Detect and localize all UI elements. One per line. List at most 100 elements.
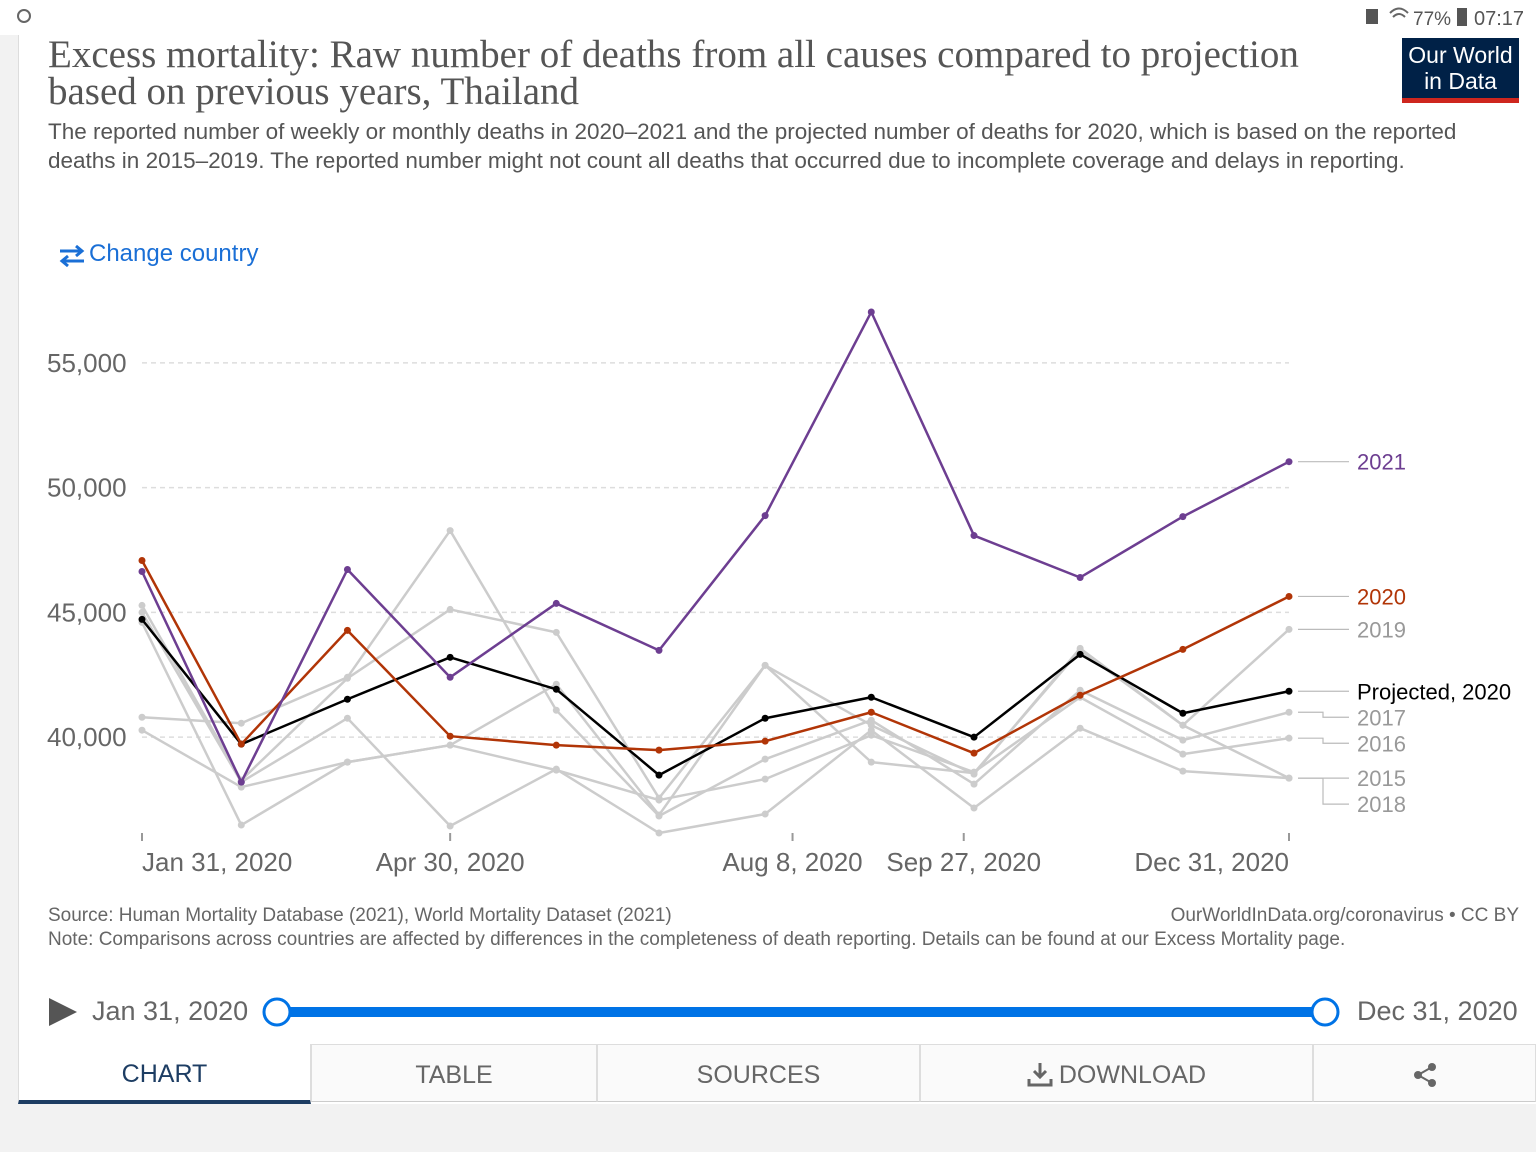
play-button[interactable]	[46, 996, 80, 1028]
data-point	[867, 721, 875, 729]
data-point	[446, 605, 454, 613]
data-point	[655, 796, 663, 804]
data-point	[552, 685, 560, 693]
data-point	[1076, 691, 1084, 699]
data-point	[761, 661, 769, 669]
data-point	[655, 646, 663, 654]
data-point	[761, 775, 769, 783]
data-point	[552, 741, 560, 749]
legend-label: 2021	[1357, 450, 1406, 475]
data-point	[867, 693, 875, 701]
data-point	[1285, 734, 1293, 742]
data-point	[761, 512, 769, 520]
data-point	[343, 673, 351, 681]
status-icon	[17, 9, 31, 23]
data-point	[237, 778, 245, 786]
data-point	[1179, 645, 1187, 653]
tab[interactable]: TABLE	[311, 1044, 597, 1102]
data-point	[552, 680, 560, 688]
series-line	[140, 310, 1290, 784]
data-point	[1285, 774, 1293, 782]
data-point	[237, 740, 245, 748]
data-point	[1076, 686, 1084, 694]
data-point	[1179, 767, 1187, 775]
legend-label: 2019	[1357, 617, 1406, 642]
battery-icon	[1457, 8, 1467, 26]
legend-label: 2015	[1357, 766, 1406, 791]
swap-icon	[59, 245, 85, 267]
data-point	[761, 737, 769, 745]
data-point	[446, 822, 454, 830]
data-point	[1285, 625, 1293, 633]
logo[interactable]: Our World in Data	[1402, 38, 1519, 103]
license[interactable]: OurWorldInData.org/coronavirus • CC BY	[1170, 905, 1519, 926]
series-line	[140, 621, 1290, 827]
data-point	[867, 726, 875, 734]
chart-title: Excess mortality: Raw number of deaths f…	[48, 33, 1299, 113]
data-point	[138, 615, 146, 623]
note: Note: Comparisons across countries are a…	[48, 929, 1346, 950]
data-point	[138, 726, 146, 734]
legend-label: 2016	[1357, 731, 1406, 756]
data-point	[1285, 458, 1293, 466]
change-country[interactable]: Change country	[89, 240, 259, 267]
series-line	[140, 611, 1290, 835]
data-point	[1179, 736, 1187, 744]
x-tick-label: Jan 31, 2020	[142, 847, 292, 877]
label-connector	[1298, 711, 1349, 718]
data-point	[970, 804, 978, 812]
data-point	[867, 708, 875, 716]
download-icon	[1027, 1063, 1053, 1087]
data-point	[552, 628, 560, 636]
data-point	[655, 746, 663, 754]
data-point	[343, 714, 351, 722]
y-tick-label: 45,000	[47, 597, 127, 627]
data-point	[1179, 721, 1187, 729]
data-point	[138, 713, 146, 721]
data-point	[655, 771, 663, 779]
tab[interactable]: CHART	[18, 1044, 311, 1104]
legend-label: 2018	[1357, 792, 1406, 817]
data-point	[1076, 573, 1084, 581]
data-point	[1076, 650, 1084, 658]
data-point	[138, 567, 146, 575]
data-point	[1179, 750, 1187, 758]
data-point	[970, 780, 978, 788]
series-line	[141, 618, 1290, 777]
data-point	[867, 716, 875, 724]
timeline-end: Dec 31, 2020	[1357, 996, 1518, 1026]
tab[interactable]: DOWNLOAD	[920, 1044, 1313, 1102]
data-point	[655, 829, 663, 837]
x-tick-label: Apr 30, 2020	[376, 847, 525, 877]
status-icons: 77% 07:17	[17, 7, 1524, 30]
data-point	[552, 599, 560, 607]
tab-bar: CHART TABLE SOURCES DOWNLOAD	[18, 1044, 1536, 1104]
tab[interactable]	[1313, 1044, 1536, 1102]
chart-card	[18, 35, 1536, 1104]
data-point	[1076, 724, 1084, 732]
legend-label: Projected, 2020	[1357, 679, 1511, 704]
data-point	[1285, 708, 1293, 716]
legend-label: 2017	[1357, 705, 1406, 730]
data-point	[343, 758, 351, 766]
y-tick-label: 50,000	[47, 473, 127, 503]
data-point	[970, 532, 978, 540]
legend-label: 2020	[1357, 584, 1406, 609]
tab[interactable]: SOURCES	[597, 1044, 920, 1102]
data-point	[1179, 513, 1187, 521]
data-point	[761, 714, 769, 722]
logo-line: in Data	[1424, 68, 1497, 94]
share-icon	[1413, 1063, 1436, 1087]
data-point	[970, 749, 978, 757]
data-point	[1285, 687, 1293, 695]
timeline-start: Jan 31, 2020	[92, 996, 249, 1026]
y-tick-label: 40,000	[47, 722, 127, 752]
data-point	[446, 732, 454, 740]
series-line	[141, 529, 1290, 818]
chart-subtitle: The reported number of weekly or monthly…	[48, 119, 1457, 173]
timeline-slider[interactable]	[260, 994, 1342, 1030]
data-point	[138, 557, 146, 565]
data-point	[970, 769, 978, 777]
data-point	[761, 810, 769, 818]
